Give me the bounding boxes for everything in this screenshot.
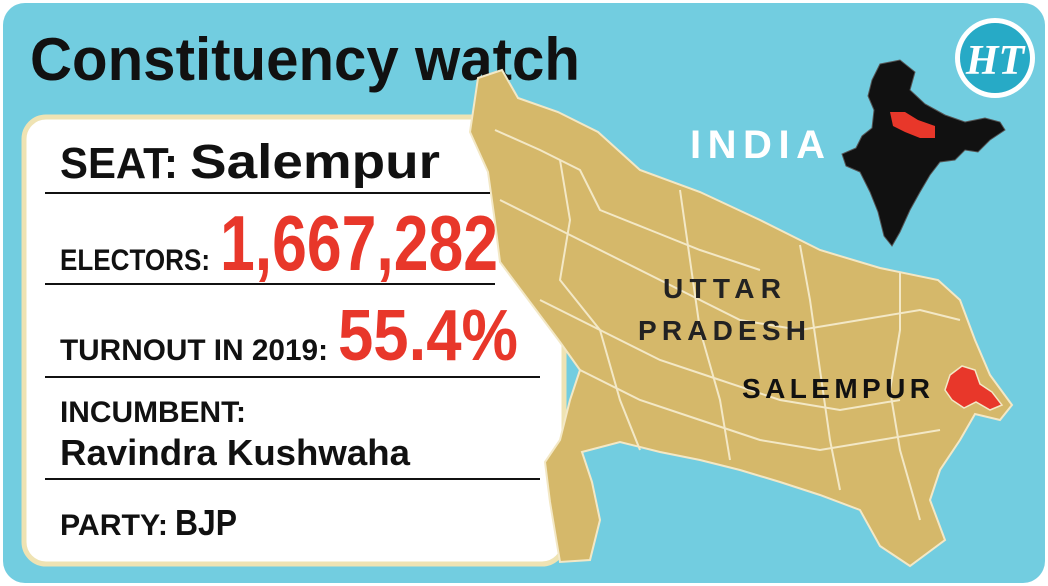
state-shape <box>468 68 1014 568</box>
seat-name: Salempur <box>190 136 440 189</box>
seat-map-label: SALEMPUR <box>742 373 930 404</box>
electors-label: ELECTORS: <box>60 244 210 277</box>
state-map <box>468 68 1014 568</box>
state-label: PRADESH <box>638 315 806 346</box>
party-label: PARTY: <box>60 509 168 542</box>
seat-label: SEAT: <box>60 139 178 188</box>
incumbent-label: INCUMBENT: <box>60 396 246 429</box>
incumbent-name: Ravindra Kushwaha <box>60 432 411 473</box>
logo <box>960 23 1030 93</box>
logo-text: HT <box>965 38 1027 84</box>
electors-value: 1,667,282 <box>220 199 498 287</box>
turnout-value: 55.4% <box>338 296 518 376</box>
district-lines <box>494 129 961 521</box>
india-map <box>841 59 1006 247</box>
turnout-label: TURNOUT IN 2019: <box>60 334 328 367</box>
seat-shape <box>944 365 1004 411</box>
country-label: INDIA <box>690 123 825 167</box>
party-name: BJP <box>175 502 237 543</box>
india-state-highlight <box>890 112 935 138</box>
india-shape <box>841 59 1006 247</box>
state-label: UTTAR <box>663 273 781 304</box>
